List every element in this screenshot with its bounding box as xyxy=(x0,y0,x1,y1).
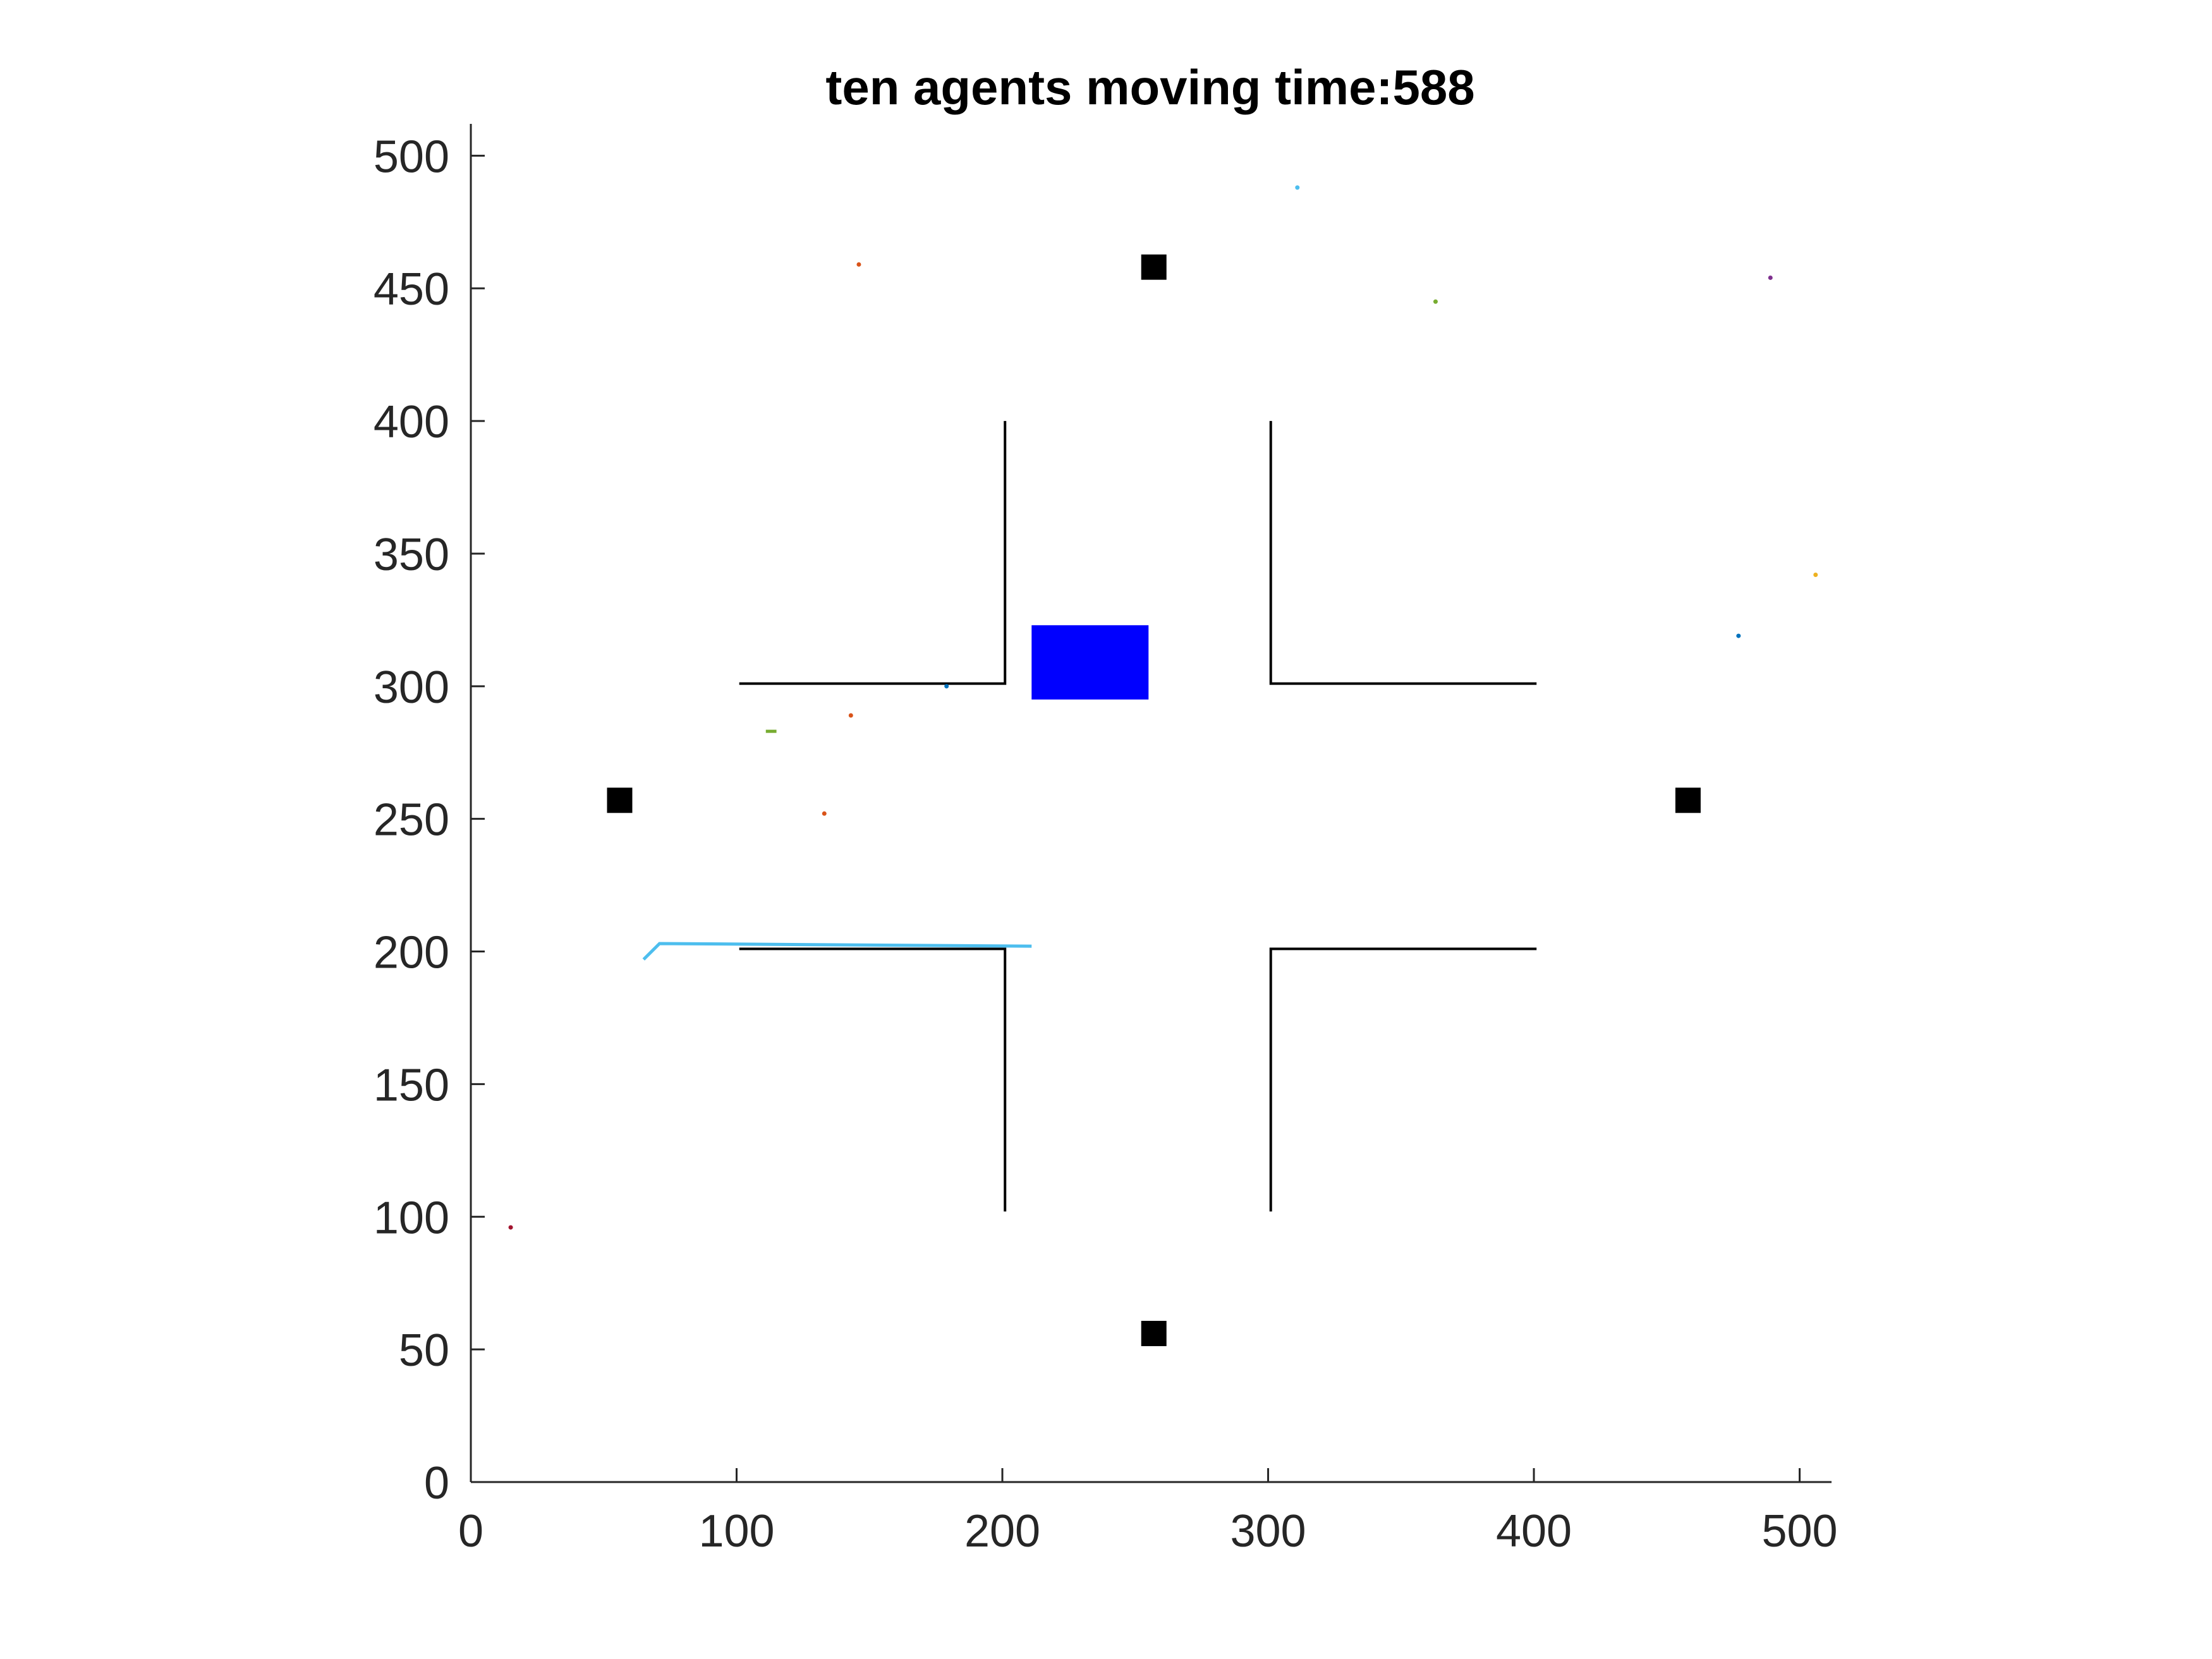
y-tick-label: 400 xyxy=(374,397,449,447)
target-marker xyxy=(1141,1320,1167,1346)
target-marker xyxy=(1141,254,1167,280)
x-tick-label: 500 xyxy=(1761,1506,1837,1557)
y-tick-label: 300 xyxy=(374,662,449,713)
agent-point xyxy=(1295,185,1300,190)
agent-point xyxy=(1433,299,1438,304)
y-tick-label: 150 xyxy=(374,1060,449,1110)
obstacle-block xyxy=(1031,625,1149,700)
targets xyxy=(607,254,1701,1346)
wall-segment xyxy=(1269,947,1537,1212)
agent-point xyxy=(1736,633,1741,638)
agent-trail xyxy=(642,942,1032,961)
agent-point xyxy=(822,811,827,816)
agents xyxy=(508,185,1818,1230)
agent-point xyxy=(856,262,861,267)
y-tick-label: 200 xyxy=(374,928,449,978)
agent-point xyxy=(508,1225,513,1230)
target-marker xyxy=(607,787,633,813)
target-marker xyxy=(1675,787,1701,813)
x-tick-label: 300 xyxy=(1230,1506,1306,1557)
obstacle xyxy=(1031,625,1149,700)
x-tick-label: 200 xyxy=(964,1506,1040,1557)
agent-point xyxy=(1813,573,1818,578)
agent-trails xyxy=(642,729,1032,961)
y-tick-label: 50 xyxy=(399,1325,449,1376)
plot-axes: 0 100 200 300 400 500 0 50 100 150 200 250 300 350 400… xyxy=(374,124,1838,1557)
x-tick-label: 100 xyxy=(698,1506,774,1557)
y-tick-label: 350 xyxy=(374,530,449,580)
walls xyxy=(739,421,1537,1212)
y-tick-label: 250 xyxy=(374,795,449,846)
agent-point xyxy=(944,684,949,689)
wall-segment xyxy=(1269,421,1537,685)
y-tick-label: 100 xyxy=(374,1193,449,1243)
y-tick-label: 500 xyxy=(374,131,449,182)
x-tick-label: 400 xyxy=(1496,1506,1572,1557)
y-tick-label: 450 xyxy=(374,264,449,315)
y-tick-label: 0 xyxy=(424,1458,449,1509)
x-tick-label: 0 xyxy=(458,1506,483,1557)
wall-segment xyxy=(739,947,1007,1212)
wall-segment xyxy=(739,421,1007,685)
agent-point xyxy=(848,713,853,718)
chart-title: ten agents moving time:588 xyxy=(825,59,1474,115)
agent-point xyxy=(1768,275,1773,280)
